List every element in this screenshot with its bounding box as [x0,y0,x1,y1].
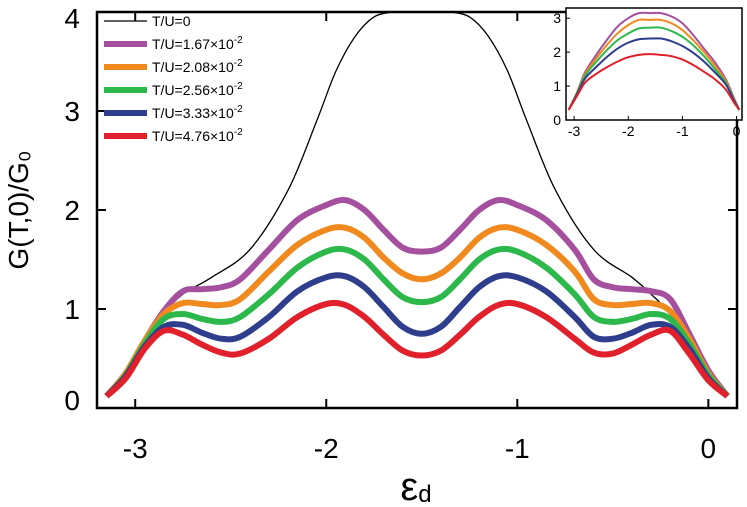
inset-series-line [567,26,741,111]
legend-label: T/U=2.08×10-2 [152,58,243,75]
legend-label-exponent: -2 [234,35,243,46]
y-tick-label: 3 [64,96,80,127]
series-line [104,299,730,399]
legend-label-exponent: -2 [234,58,243,69]
legend: T/U=0T/U=1.67×10-2T/U=2.08×10-2T/U=2.56×… [104,13,243,144]
y-tick-label: 0 [64,385,80,416]
x-axis-title-sub: d [418,481,431,507]
x-tick-label: 0 [701,433,717,464]
inset-x-tick-label: -2 [622,123,635,139]
inset-ticks: -3 -2 -1 0 0 1 2 3 [553,10,740,139]
main-plot: -3 -2 -1 0 0 1 2 3 4 [64,3,739,464]
legend-label-base: T/U=3.33×10 [152,105,234,121]
legend-label: T/U=1.67×10-2 [152,35,243,52]
legend-label: T/U=4.76×10-2 [152,127,243,144]
inset-x-tick-label: 0 [733,123,741,139]
inset-series-line [567,37,741,111]
legend-label-base: T/U=4.76×10 [152,128,234,144]
x-axis-title-main: ε [400,465,418,507]
inset-x-tick-label: -1 [676,123,689,139]
x-tick-label: -3 [123,433,148,464]
legend-label-base: T/U=1.67×10 [152,36,234,52]
series-line [104,196,730,399]
series-line [104,245,730,399]
inset-series-line [567,18,741,111]
inset-series-line [567,11,741,111]
inset-y-tick-label: 3 [553,10,561,26]
legend-label-exponent: -2 [234,104,243,115]
legend-label-exponent: -2 [234,81,243,92]
y-tick-label: 2 [64,195,80,226]
main-lines [104,10,730,399]
inset-plot: -3 -2 -1 0 0 1 2 3 [553,7,743,139]
main-plot-frame [95,10,739,410]
main-tick-labels: -3 -2 -1 0 0 1 2 3 4 [64,3,716,464]
series-line [104,224,730,399]
legend-label-base: T/U=2.08×10 [152,59,234,75]
y-tick-label: 4 [64,3,80,34]
legend-label-base: T/U=0 [152,13,191,29]
inset-x-tick-label: -3 [568,123,581,139]
y-axis-title: G(T,0)/G₀ [3,151,34,270]
inset-frame [565,7,743,121]
inset-y-tick-label: 1 [553,78,561,94]
legend-label: T/U=3.33×10-2 [152,104,243,121]
x-tick-label: -1 [505,433,530,464]
inset-y-tick-label: 0 [553,112,561,128]
y-tick-label: 1 [64,294,80,325]
inset-series-line [567,53,741,111]
legend-label: T/U=0 [152,13,191,29]
x-tick-label: -2 [314,433,339,464]
legend-label-exponent: -2 [234,127,243,138]
inset-lines [567,11,741,111]
x-axis-title: εd [400,465,431,507]
legend-label: T/U=2.56×10-2 [152,81,243,98]
inset-y-tick-label: 2 [553,44,561,60]
series-line [104,272,730,399]
legend-label-base: T/U=2.56×10 [152,82,234,98]
